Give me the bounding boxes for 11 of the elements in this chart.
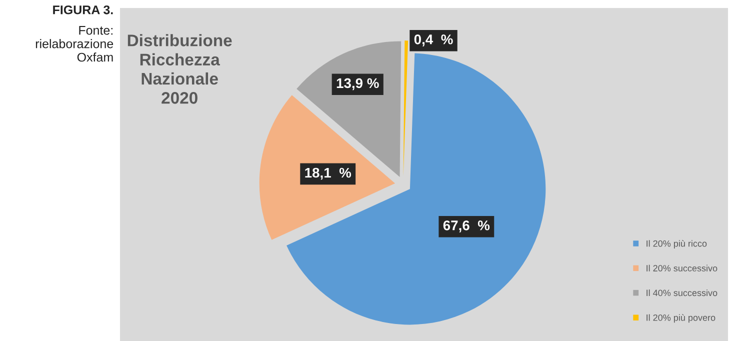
legend-label: Il 20% più povero: [646, 314, 716, 323]
data-label: 0,4 %: [414, 34, 453, 46]
data-label: 67,6 %: [443, 220, 490, 232]
text: FIGURA 3.: [53, 5, 113, 14]
text: Distribuzione Ricchezza Nazionale 2020: [128, 34, 232, 104]
data-label: 13,9 %: [336, 78, 379, 90]
legend-label: Il 20% più ricco: [646, 240, 707, 249]
legend-label: Il 40% successivo: [646, 289, 718, 296]
data-label: 18,1 %: [305, 168, 352, 180]
legend-label: Il 20% successivo: [646, 264, 718, 272]
source-note: Fonte: rielaborazione Oxfam: [36, 26, 114, 62]
